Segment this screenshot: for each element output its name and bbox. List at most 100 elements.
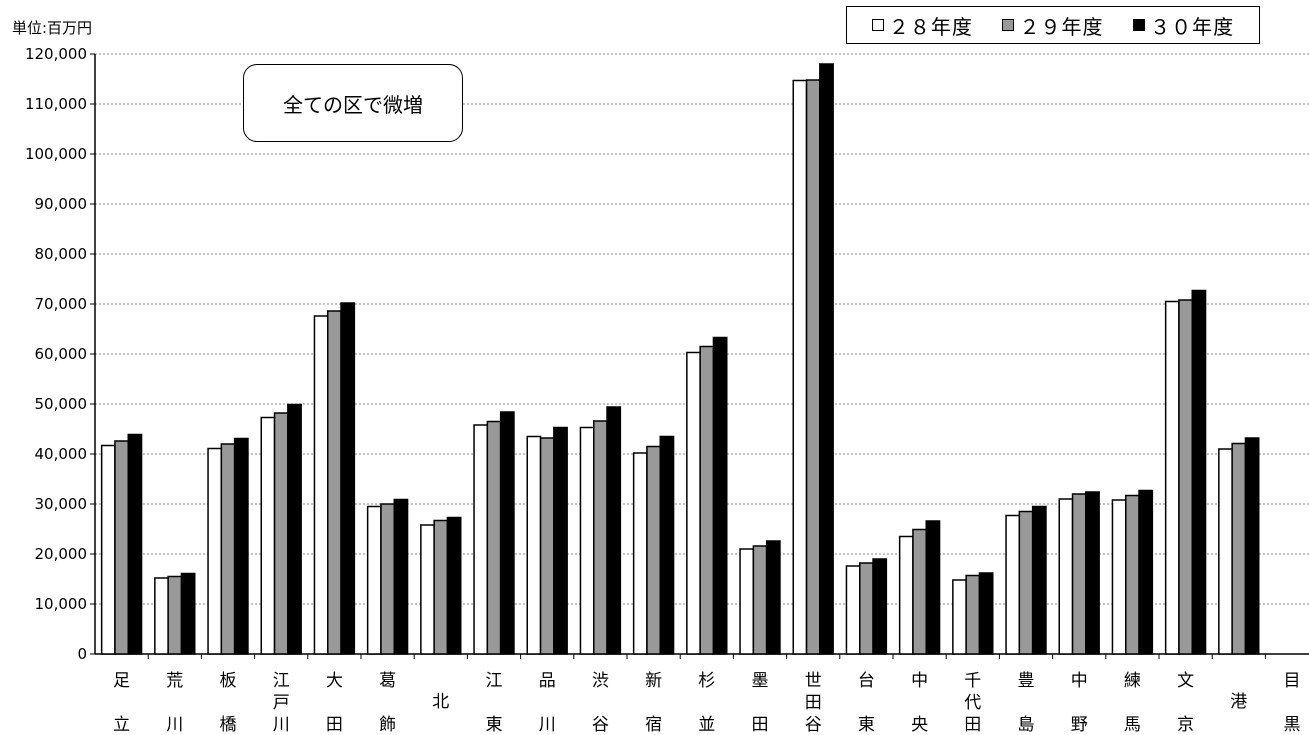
bar <box>819 63 834 655</box>
legend-label-29: ２９年度 <box>1019 14 1104 39</box>
x-tick-label: 世 <box>805 671 822 691</box>
y-tick-label: 110,000 <box>25 95 87 113</box>
x-tick-label: 代 <box>964 693 981 713</box>
bar <box>1164 300 1180 655</box>
x-tick-label: 千 <box>964 671 981 691</box>
x-tick-label: 足 <box>113 671 130 691</box>
bar <box>1111 499 1127 655</box>
bar <box>553 426 568 655</box>
bar <box>593 420 608 655</box>
bar <box>1005 514 1021 655</box>
bar <box>1018 510 1034 655</box>
x-tick-label: 川 <box>166 715 183 735</box>
bar <box>792 79 808 655</box>
x-tick-label: 東 <box>486 715 503 735</box>
bar <box>233 437 249 655</box>
x-tick-label: 荒 <box>166 671 183 691</box>
x-tick-label: 東 <box>858 715 875 735</box>
bar <box>872 558 888 655</box>
bar <box>220 443 236 655</box>
x-tick-label: 大 <box>326 671 343 691</box>
bar <box>499 411 515 655</box>
bar <box>366 505 382 655</box>
x-tick-label: 田 <box>752 715 769 735</box>
x-tick-label: 馬 <box>1124 715 1141 735</box>
bar <box>313 315 329 655</box>
bar <box>805 79 821 655</box>
bar <box>579 426 595 655</box>
x-tick-label: 杉 <box>698 671 715 691</box>
legend-item-30: ３０年度 <box>1133 11 1234 40</box>
bar <box>526 435 542 655</box>
bar <box>340 302 356 655</box>
y-tick-label: 10,000 <box>35 595 88 613</box>
bar <box>1085 491 1100 655</box>
bar <box>154 577 169 655</box>
x-tick-label: 立 <box>113 715 130 735</box>
x-tick-label: 墨 <box>752 671 769 691</box>
bar <box>287 403 302 655</box>
legend-swatch-29 <box>1002 19 1015 31</box>
bar <box>260 416 276 655</box>
y-tick-label: 20,000 <box>35 545 88 563</box>
bar <box>898 535 914 655</box>
x-tick-label: 島 <box>1018 715 1035 735</box>
x-tick-label: 中 <box>911 671 928 691</box>
x-tick-label: 黒 <box>1284 715 1301 735</box>
bar <box>659 435 675 655</box>
bar <box>965 574 981 655</box>
bar <box>1244 437 1260 655</box>
y-tick-label: 60,000 <box>35 345 88 363</box>
bar <box>712 336 728 655</box>
bar <box>912 528 928 655</box>
x-tick-label: 宿 <box>645 715 662 735</box>
y-tick-label: 40,000 <box>35 445 88 463</box>
x-tick-label: 中 <box>1071 671 1088 691</box>
x-tick-label: 江 <box>273 671 290 691</box>
annotation-box: 全ての区で微増 <box>243 64 463 142</box>
bar <box>1178 299 1193 655</box>
x-tick-label: 渋 <box>592 671 609 691</box>
y-tick-label: 90,000 <box>35 195 88 213</box>
bar <box>739 548 755 655</box>
bar <box>1031 505 1047 655</box>
y-tick-label: 70,000 <box>35 295 88 313</box>
x-tick-label: 谷 <box>592 715 609 735</box>
bar <box>1125 494 1140 655</box>
x-tick-label: 戸 <box>273 693 290 713</box>
bar <box>273 412 289 655</box>
bar <box>952 579 967 655</box>
x-tick-label: 谷 <box>805 715 822 735</box>
x-tick-label: 新 <box>645 671 662 691</box>
bar <box>420 524 435 655</box>
bar <box>845 565 861 655</box>
x-tick-label: 北 <box>432 692 449 712</box>
bar <box>100 444 116 655</box>
bar <box>859 562 874 655</box>
bar <box>393 498 409 655</box>
x-tick-label: 文 <box>1177 671 1194 691</box>
x-tick-label: 田 <box>326 715 343 735</box>
x-tick-label: 川 <box>539 715 556 735</box>
bar <box>1231 442 1247 655</box>
bar <box>127 433 143 655</box>
legend: ２８年度 ２９年度 ３０年度 <box>846 6 1260 44</box>
x-tick-label: 品 <box>539 671 556 691</box>
x-tick-label: 並 <box>698 715 715 735</box>
x-tick-label: 田 <box>805 693 822 713</box>
bar <box>167 575 183 655</box>
legend-swatch-28 <box>871 19 884 31</box>
bar <box>473 424 489 655</box>
legend-item-29: ２９年度 <box>1002 11 1103 40</box>
bar <box>180 572 196 655</box>
x-tick-label: 橋 <box>220 715 237 735</box>
bar <box>433 519 449 655</box>
x-tick-label: 央 <box>911 715 928 735</box>
legend-label-28: ２８年度 <box>888 14 973 39</box>
x-tick-label: 台 <box>858 671 875 691</box>
y-tick-label: 120,000 <box>25 45 87 63</box>
x-tick-label: 豊 <box>1018 671 1035 691</box>
x-tick-label: 野 <box>1071 715 1088 735</box>
x-tick-label: 田 <box>964 715 981 735</box>
